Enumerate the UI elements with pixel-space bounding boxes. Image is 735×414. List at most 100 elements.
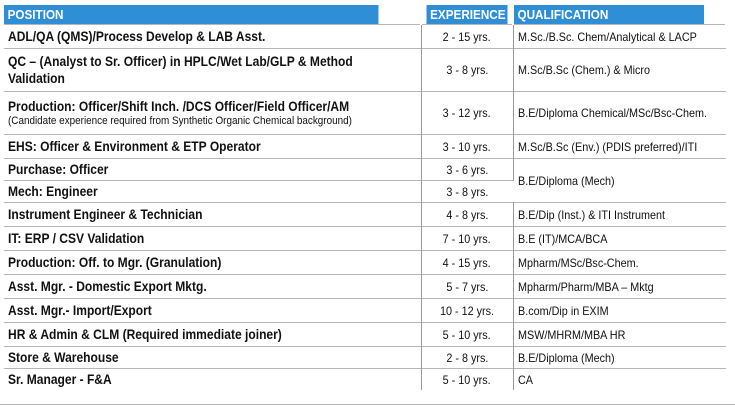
experience-cell: 2 - 8 yrs.: [421, 346, 514, 369]
qualification-cell: CA: [513, 368, 726, 390]
table-row: HR & Admin & CLM (Required immediate joi…: [4, 322, 726, 347]
qualification-cell: B.E/Dip (Inst.) & ITI Instrument: [513, 202, 726, 227]
job-openings-table: POSITION EXPERIENCE QUALIFICATION ADL/QA…: [4, 5, 727, 390]
experience-cell: 3 - 8 yrs.: [421, 48, 514, 92]
position-cell: Instrument Engineer & Technician: [4, 202, 422, 227]
experience-text: 5 - 10 yrs.: [442, 372, 492, 387]
position-text: EHS: Officer & Environment & ETP Operato…: [8, 138, 261, 154]
position-cell: Production: Off. to Mgr. (Granulation): [4, 250, 422, 275]
position-text: Sr. Manager - F&A: [8, 371, 112, 387]
experience-cell: 2 - 15 yrs.: [421, 24, 514, 49]
qualification-text: Mpharm/MSc/Bsc-Chem.: [517, 255, 639, 270]
table-row: Mech: Engineer 3 - 8 yrs.: [4, 180, 726, 203]
position-note: (Candidate experience required from Synt…: [8, 115, 352, 127]
position-text: Asst. Mgr.- Import/Export: [8, 302, 152, 318]
qualification-cell: B.E/Diploma (Mech): [513, 346, 726, 369]
qualification-text: B.E/Diploma Chemical/MSc/Bsc-Chem.: [517, 106, 707, 120]
header-experience: EXPERIENCE: [425, 5, 510, 25]
position-cell: Purchase: Officer: [4, 158, 422, 181]
qualification-text: B.com/Dip in EXIM: [517, 303, 609, 318]
qualification-text: B.E/Diploma (Mech): [517, 350, 615, 365]
position-text: Store & Warehouse: [8, 349, 119, 365]
position-cell: Store & Warehouse: [4, 346, 422, 369]
position-cell: Sr. Manager - F&A: [4, 368, 422, 390]
experience-cell: 7 - 10 yrs.: [421, 226, 514, 251]
position-text: Instrument Engineer & Technician: [8, 206, 203, 222]
qualification-cell: B.E (IT)/MCA/BCA: [513, 226, 726, 251]
table-row: Production: Officer/Shift Inch. /DCS Off…: [4, 91, 726, 135]
header-qualification: QUALIFICATION: [513, 5, 706, 25]
experience-cell: 5 - 7 yrs.: [421, 274, 514, 299]
qualification-cell: M.Sc./B.Sc. Chem/Analytical & LACP: [513, 24, 726, 49]
experience-text: 3 - 8 yrs.: [446, 184, 489, 199]
experience-text: 10 - 12 yrs.: [439, 303, 495, 318]
qualification-cell: M.Sc/B.Sc (Chem.) & Micro: [513, 48, 726, 92]
table-row: Asst. Mgr.- Import/Export 10 - 12 yrs. B…: [4, 298, 726, 323]
position-text: QC – (Analyst to Sr. Officer) in HPLC/We…: [8, 53, 353, 86]
position-cell: ADL/QA (QMS)/Process Develop & LAB Asst.: [4, 24, 422, 49]
experience-cell: 10 - 12 yrs.: [421, 298, 514, 323]
position-text: Production: Officer/Shift Inch. /DCS Off…: [8, 98, 350, 114]
qualification-cell: Mpharm/Pharm/MBA – Mktg: [513, 274, 726, 299]
position-cell: QC – (Analyst to Sr. Officer) in HPLC/We…: [4, 48, 422, 92]
table-row: IT: ERP / CSV Validation 7 - 10 yrs. B.E…: [4, 226, 726, 251]
experience-cell: 5 - 10 yrs.: [421, 322, 514, 347]
qualification-text: M.Sc./B.Sc. Chem/Analytical & LACP: [517, 29, 697, 44]
position-cell: Asst. Mgr. - Domestic Export Mktg.: [4, 274, 422, 299]
experience-text: 4 - 8 yrs.: [445, 207, 489, 222]
qualification-text: CA: [517, 372, 533, 387]
qualification-text: B.E/Dip (Inst.) & ITI Instrument: [517, 207, 665, 222]
experience-text: 5 - 7 yrs.: [445, 279, 489, 294]
qualification-text: MSW/MHRM/MBA HR: [517, 327, 625, 342]
position-text: Production: Off. to Mgr. (Granulation): [8, 254, 222, 270]
experience-text: 2 - 15 yrs.: [442, 29, 492, 44]
experience-cell: 5 - 10 yrs.: [421, 368, 514, 390]
table-row: QC – (Analyst to Sr. Officer) in HPLC/We…: [4, 48, 726, 92]
experience-text: 3 - 6 yrs.: [445, 162, 489, 177]
experience-text: 5 - 10 yrs.: [442, 327, 492, 342]
experience-cell: 4 - 15 yrs.: [421, 250, 514, 275]
header-position: POSITION: [4, 5, 381, 25]
qualification-text: M.Sc/B.Sc (Env.) (PDIS preferred)/ITI: [517, 139, 697, 154]
position-text: Purchase: Officer: [8, 161, 109, 177]
qualification-cell: M.Sc/B.Sc (Env.) (PDIS preferred)/ITI: [513, 134, 726, 159]
position-text: IT: ERP / CSV Validation: [8, 230, 145, 246]
table-row: Asst. Mgr. - Domestic Export Mktg. 5 - 7…: [4, 274, 726, 299]
table-header-row: POSITION EXPERIENCE QUALIFICATION: [4, 5, 726, 25]
experience-cell: 3 - 8 yrs.: [421, 180, 513, 203]
position-cell: Mech: Engineer: [4, 180, 422, 203]
qualification-text: M.Sc/B.Sc (Chem.) & Micro: [517, 63, 650, 77]
position-text: ADL/QA (QMS)/Process Develop & LAB Asst.: [8, 28, 266, 44]
qualification-text: Mpharm/Pharm/MBA – Mktg: [517, 279, 654, 294]
position-text: Mech: Engineer: [8, 183, 98, 199]
experience-cell: 3 - 6 yrs.: [421, 158, 514, 181]
qualification-cell: B.E/Diploma (Mech): [513, 158, 726, 203]
experience-text: 3 - 12 yrs.: [442, 106, 492, 120]
qualification-text: B.E/Diploma (Mech): [517, 173, 615, 188]
experience-text: 7 - 10 yrs.: [442, 231, 492, 246]
position-cell: IT: ERP / CSV Validation: [4, 226, 422, 251]
cropped-footer-text: [0, 404, 735, 414]
position-cell: HR & Admin & CLM (Required immediate joi…: [4, 322, 422, 347]
experience-text: 2 - 8 yrs.: [445, 350, 489, 365]
position-cell: Asst. Mgr.- Import/Export: [4, 298, 422, 323]
table-row: ADL/QA (QMS)/Process Develop & LAB Asst.…: [4, 24, 726, 49]
table-row: Sr. Manager - F&A 5 - 10 yrs. CA: [4, 368, 726, 390]
table-row: Instrument Engineer & Technician 4 - 8 y…: [4, 202, 726, 227]
table-row: EHS: Officer & Environment & ETP Operato…: [4, 134, 726, 159]
position-cell: EHS: Officer & Environment & ETP Operato…: [4, 134, 422, 159]
experience-cell: 3 - 10 yrs.: [421, 134, 514, 159]
qualification-cell: B.com/Dip in EXIM: [513, 298, 726, 323]
table-row: Production: Off. to Mgr. (Granulation) 4…: [4, 250, 726, 275]
qualification-cell: MSW/MHRM/MBA HR: [513, 322, 726, 347]
experience-text: 3 - 8 yrs.: [445, 63, 489, 77]
experience-cell: 3 - 12 yrs.: [421, 91, 514, 135]
table-row: Purchase: Officer 3 - 6 yrs. B.E/Diploma…: [4, 158, 726, 203]
qualification-cell: B.E/Diploma Chemical/MSc/Bsc-Chem.: [513, 91, 726, 135]
experience-text: 3 - 10 yrs.: [442, 139, 492, 154]
position-text: Asst. Mgr. - Domestic Export Mktg.: [8, 278, 207, 294]
qualification-cell: Mpharm/MSc/Bsc-Chem.: [513, 250, 726, 275]
experience-cell: 4 - 8 yrs.: [421, 202, 514, 227]
position-text: HR & Admin & CLM (Required immediate joi…: [8, 326, 282, 342]
table-row: Store & Warehouse 2 - 8 yrs. B.E/Diploma…: [4, 346, 726, 369]
